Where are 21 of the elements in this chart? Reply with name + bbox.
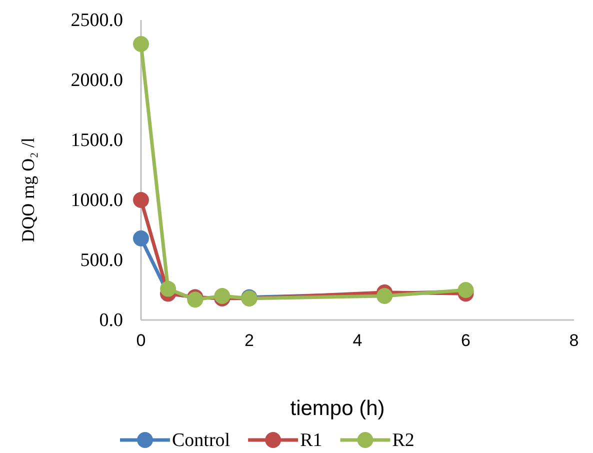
- y-tick-label: 2500.0: [70, 10, 123, 32]
- y-axis-title: DQO mg O₂ /l: [18, 138, 38, 242]
- point: [376, 288, 393, 304]
- legend-label: R1: [300, 430, 322, 451]
- y-tick-label: 1500.0: [70, 130, 123, 152]
- y-tick-label: 1000.0: [70, 190, 123, 212]
- point: [160, 280, 176, 297]
- point: [133, 36, 149, 52]
- y-tick-label: 0.0: [99, 310, 123, 332]
- x-tick-label: 4: [352, 331, 362, 350]
- legend-label: R2: [392, 430, 414, 451]
- x-tick-label: 8: [569, 331, 579, 350]
- x-tick-label: 6: [461, 331, 470, 350]
- point: [133, 192, 149, 208]
- y-tick-label: 2000.0: [70, 70, 123, 92]
- x-axis-title: tiempo (h): [290, 397, 385, 420]
- legend-label: Control: [172, 430, 230, 451]
- y-tick-label: 500.0: [80, 250, 123, 272]
- x-tick-label: 0: [136, 331, 146, 350]
- point: [133, 230, 149, 246]
- x-tick-label: 2: [244, 331, 254, 350]
